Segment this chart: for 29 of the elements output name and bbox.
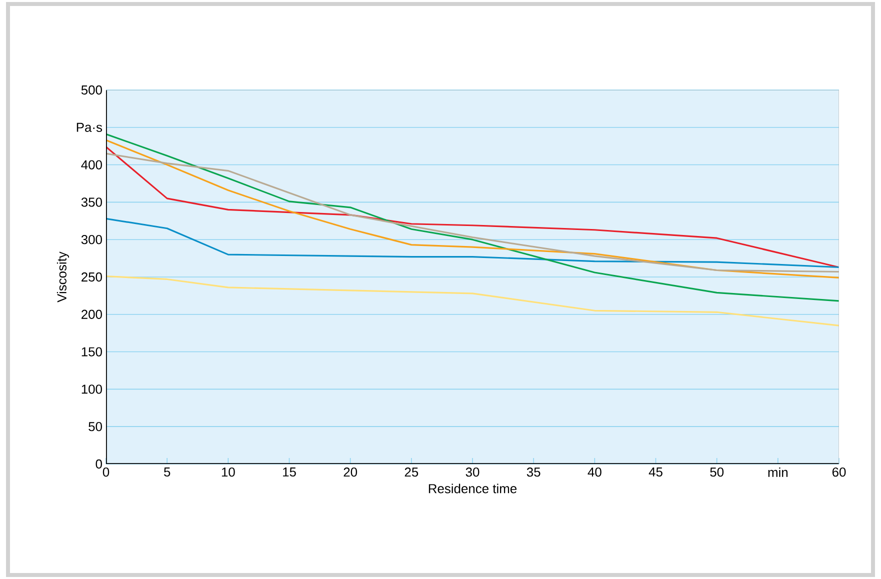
y-tick-label: 50 bbox=[88, 422, 102, 432]
x-tick-label: 40 bbox=[588, 468, 602, 477]
x-tick-label: 50 bbox=[710, 468, 724, 477]
x-tick-label: 30 bbox=[466, 468, 480, 477]
y-tick-label: 350 bbox=[81, 198, 102, 207]
x-tick-label: min bbox=[768, 468, 788, 477]
x-tick-label: 35 bbox=[526, 468, 540, 477]
x-axis-title: Residence time bbox=[428, 484, 517, 494]
x-tick-label: 45 bbox=[648, 468, 662, 477]
y-tick-label: 500 bbox=[81, 85, 102, 95]
y-tick-label: 150 bbox=[82, 347, 102, 356]
x-tick-label: 0 bbox=[102, 468, 110, 477]
y-tick-label: 300 bbox=[81, 235, 102, 244]
y-tick-label: 100 bbox=[82, 384, 102, 394]
line-series bbox=[106, 218, 840, 268]
line-series bbox=[106, 275, 840, 326]
y-tick-label: Pa·s bbox=[76, 122, 102, 132]
x-tick-label: 25 bbox=[404, 468, 418, 477]
y-tick-label: 250 bbox=[82, 272, 102, 282]
x-tick-label: 5 bbox=[164, 468, 170, 477]
y-tick-label: 0 bbox=[96, 459, 102, 469]
line-series bbox=[106, 133, 840, 302]
y-axis-title: Viscosity bbox=[56, 252, 70, 302]
x-tick-label: 10 bbox=[222, 468, 235, 477]
x-tick-label: 20 bbox=[344, 468, 358, 477]
x-tick-label: 15 bbox=[283, 468, 296, 477]
x-tick-label: 60 bbox=[832, 468, 846, 477]
y-tick-label: 400 bbox=[81, 160, 102, 170]
y-tick-label: 200 bbox=[82, 310, 102, 319]
